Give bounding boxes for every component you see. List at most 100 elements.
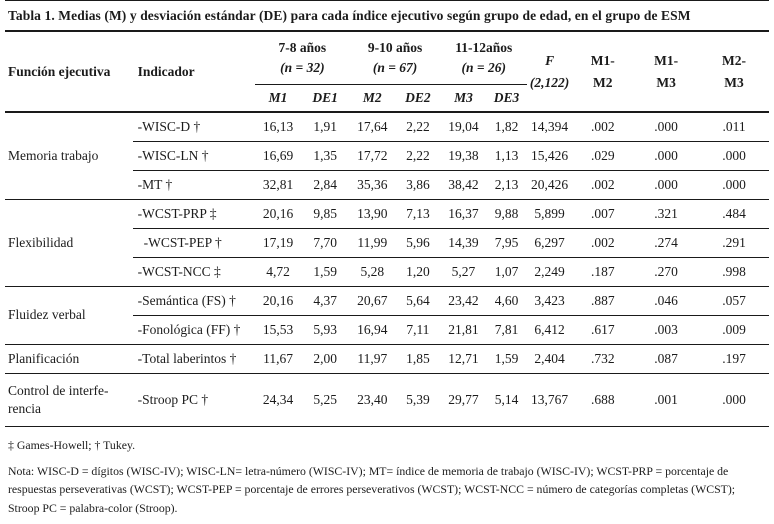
value-cell: .000 xyxy=(699,141,769,171)
value-cell: .002 xyxy=(590,119,615,134)
function-cell: Fluidez verbal xyxy=(8,307,86,323)
value-cell: 1,82 xyxy=(494,119,519,134)
value-cell: 38,42 xyxy=(440,170,487,200)
value-cell: .029 xyxy=(572,141,634,171)
value-cell: 5,27 xyxy=(440,257,487,287)
value-cell: .998 xyxy=(699,257,769,287)
value-cell: 11,99 xyxy=(349,228,396,258)
contrast-line: M2- xyxy=(722,52,747,68)
indicator-cell: -Stroop PC † xyxy=(137,392,209,407)
indicator-cell: -WCST-NCC ‡ xyxy=(132,257,256,287)
value-cell: 23,42 xyxy=(448,293,479,308)
value-cell: .001 xyxy=(654,392,678,407)
value-cell: 1,35 xyxy=(300,141,350,171)
table-row: Memoria trabajo -WISC-D † 16,13 1,91 17,… xyxy=(5,112,769,163)
value-cell: 15,426 xyxy=(526,141,573,171)
value-cell: 6,297 xyxy=(526,228,573,258)
table-row: -Fonológica (FF) † 15,53 5,93 16,94 7,11… xyxy=(5,315,769,345)
value-cell: 7,70 xyxy=(300,228,350,258)
header-age-group-2: 9-10 años (n = 67) xyxy=(349,32,441,85)
group-memoria-trabajo: Memoria trabajo -WISC-D † 16,13 1,91 17,… xyxy=(5,112,769,200)
value-cell: 1,85 xyxy=(406,351,430,366)
value-cell: 12,71 xyxy=(448,351,479,366)
value-cell: 5,93 xyxy=(300,315,350,345)
value-cell: 3,423 xyxy=(534,293,565,308)
age-group-label: 11-12años xyxy=(455,40,513,56)
function-cell: Planificación xyxy=(8,350,80,366)
value-cell: .000 xyxy=(654,119,678,134)
value-cell: .009 xyxy=(699,315,769,345)
indicator-cell: -Fonológica (FF) † xyxy=(132,315,256,345)
value-cell: 13,90 xyxy=(357,206,388,221)
function-cell: Memoria trabajo xyxy=(8,147,99,163)
indicator-cell: -Semántica (FS) † xyxy=(137,293,236,308)
value-cell: .197 xyxy=(722,351,746,366)
indicator-cell: -Total laberintos † xyxy=(137,351,237,366)
value-cell: 20,67 xyxy=(357,293,388,308)
value-cell: 21,81 xyxy=(440,315,487,345)
header-contrast-m1-m3: M1- M3 xyxy=(633,32,699,112)
value-cell: 16,69 xyxy=(255,141,301,171)
footnote-nota: Nota: WISC-D = dígitos (WISC-IV); WISC-L… xyxy=(8,464,736,515)
value-cell: .011 xyxy=(722,119,746,134)
value-cell: 5,28 xyxy=(349,257,396,287)
value-cell: 1,91 xyxy=(313,119,337,134)
value-cell: 7,13 xyxy=(406,206,430,221)
header-m1: M1 xyxy=(268,90,288,105)
value-cell: .003 xyxy=(633,315,700,345)
value-cell: .291 xyxy=(699,228,769,258)
value-cell: .000 xyxy=(699,170,769,200)
value-cell: 4,60 xyxy=(494,293,519,308)
group-flexibilidad: Flexibilidad -WCST-PRP ‡ 20,16 9,85 13,9… xyxy=(5,199,769,287)
header-m3: M3 xyxy=(454,90,473,105)
header-de1: DE1 xyxy=(312,90,338,105)
value-cell: 16,13 xyxy=(262,119,294,134)
value-cell: 16,94 xyxy=(349,315,396,345)
value-cell: 4,72 xyxy=(255,257,301,287)
value-cell: 2,404 xyxy=(534,351,565,366)
results-table: Función ejecutiva Indicador 7-8 años (n … xyxy=(5,32,769,427)
f-label: F xyxy=(545,52,555,68)
value-cell: .484 xyxy=(722,206,746,221)
value-cell: .002 xyxy=(572,228,634,258)
table-title: Tabla 1. Medias (M) y desviación estánda… xyxy=(5,0,769,32)
group-fluidez-verbal: Fluidez verbal -Semántica (FS) † 20,16 4… xyxy=(5,286,769,345)
table-row: -WCST-PEP † 17,19 7,70 11,99 5,96 14,39 … xyxy=(5,228,769,258)
value-cell: 5,25 xyxy=(313,392,337,407)
value-cell: 20,16 xyxy=(262,206,294,221)
value-cell: 17,19 xyxy=(255,228,301,258)
value-cell: 24,34 xyxy=(262,392,294,407)
value-cell: 2,249 xyxy=(526,257,573,287)
value-cell: 1,59 xyxy=(494,351,519,366)
age-group-label: 7-8 años xyxy=(278,40,327,56)
value-cell: 11,67 xyxy=(263,351,293,366)
value-cell: 14,394 xyxy=(531,119,569,134)
footnotes: ‡ Games-Howell; † Tukey. Nota: WISC-D = … xyxy=(5,438,769,524)
value-cell: .000 xyxy=(633,170,700,200)
contrast-line: M2 xyxy=(593,74,613,90)
value-cell: 5,14 xyxy=(494,392,519,407)
contrast-line: M3 xyxy=(724,74,744,90)
table-row: Control de interfe-rencia -Stroop PC † 2… xyxy=(5,374,769,427)
header-de3: DE3 xyxy=(493,90,520,105)
value-cell: 20,426 xyxy=(526,170,573,200)
contrast-line: M1- xyxy=(654,52,679,68)
value-cell: 15,53 xyxy=(255,315,301,345)
value-cell: 14,39 xyxy=(440,228,487,258)
group-planificacion: Planificación -Total laberintos † 11,67 … xyxy=(5,344,769,374)
value-cell: 6,412 xyxy=(526,315,573,345)
indicator-cell: -WCST-PRP ‡ xyxy=(137,206,217,221)
table-row: Flexibilidad -WCST-PRP ‡ 20,16 9,85 13,9… xyxy=(5,200,769,250)
value-cell: 9,85 xyxy=(313,206,337,221)
header-f-statistic: F (2,122) xyxy=(527,32,573,112)
table-row: Fluidez verbal -Semántica (FS) † 20,16 4… xyxy=(5,287,769,322)
value-cell: .270 xyxy=(633,257,700,287)
value-cell: 20,16 xyxy=(262,293,294,308)
table-row: Planificación -Total laberintos † 11,67 … xyxy=(5,345,769,374)
value-cell: 9,88 xyxy=(494,206,519,221)
value-cell: 5,899 xyxy=(534,206,565,221)
value-cell: 1,07 xyxy=(486,257,527,287)
table-row: -WISC-LN † 16,69 1,35 17,72 2,22 19,38 1… xyxy=(5,141,769,171)
value-cell: .007 xyxy=(590,206,615,221)
